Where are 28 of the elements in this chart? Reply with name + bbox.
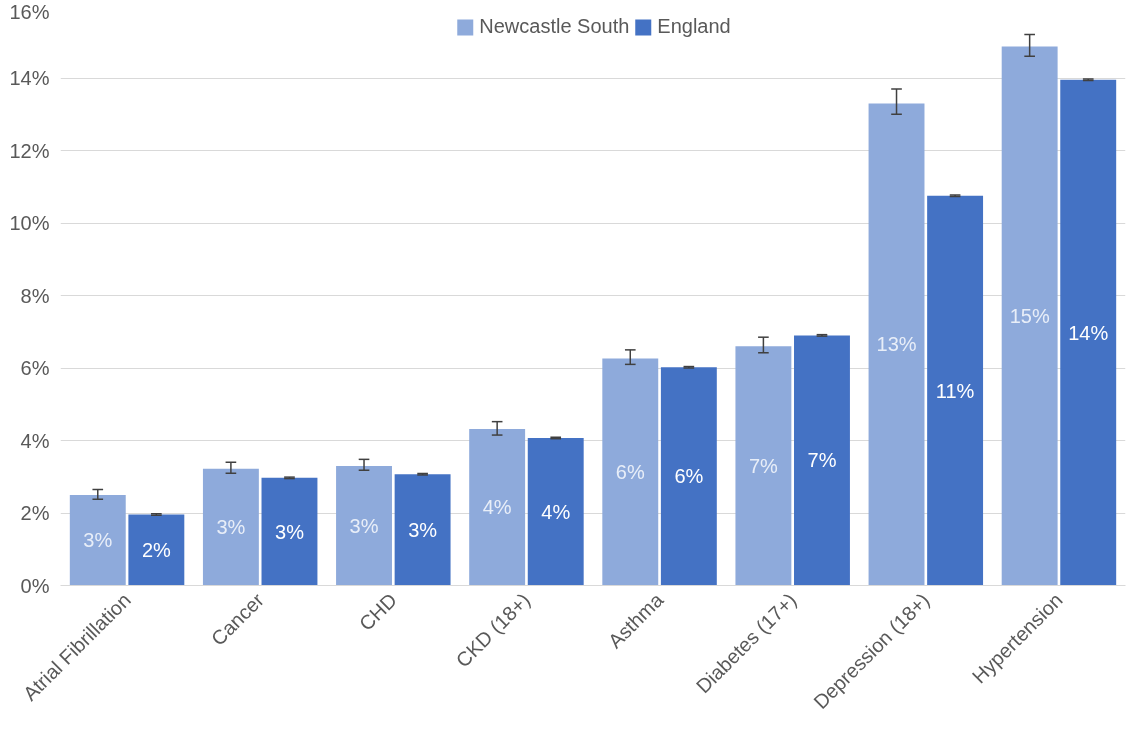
y-tick-label: 8% [20, 284, 50, 307]
y-tick-label: 16% [9, 0, 50, 23]
data-label: 15% [1009, 304, 1050, 327]
y-tick-label: 0% [20, 574, 50, 597]
legend-label: Newcastle South [479, 15, 630, 38]
y-tick-label: 2% [20, 502, 50, 524]
data-label: 4% [482, 496, 512, 519]
legend-label: England [657, 15, 731, 38]
data-label: 3% [83, 529, 113, 552]
data-label: 3% [408, 518, 438, 541]
data-label: 3% [216, 516, 246, 539]
data-label: 13% [876, 333, 917, 356]
y-tick-label: 4% [20, 429, 50, 452]
data-label: 6% [615, 461, 645, 484]
y-tick-label: 14% [9, 67, 50, 89]
y-tick-label: 12% [9, 139, 50, 162]
data-label: 14% [1068, 321, 1109, 344]
y-tick-label: 6% [20, 357, 50, 379]
data-label: 2% [141, 538, 172, 561]
data-label: 11% [935, 379, 975, 402]
data-label: 6% [674, 465, 704, 488]
data-label: 7% [748, 454, 779, 477]
data-label: 3% [349, 514, 379, 537]
data-label: 3% [275, 520, 305, 543]
data-label: 4% [541, 500, 571, 523]
y-tick-label: 10% [9, 212, 50, 234]
x-tick-label: CHD [354, 588, 402, 635]
data-label: 7% [807, 449, 837, 472]
